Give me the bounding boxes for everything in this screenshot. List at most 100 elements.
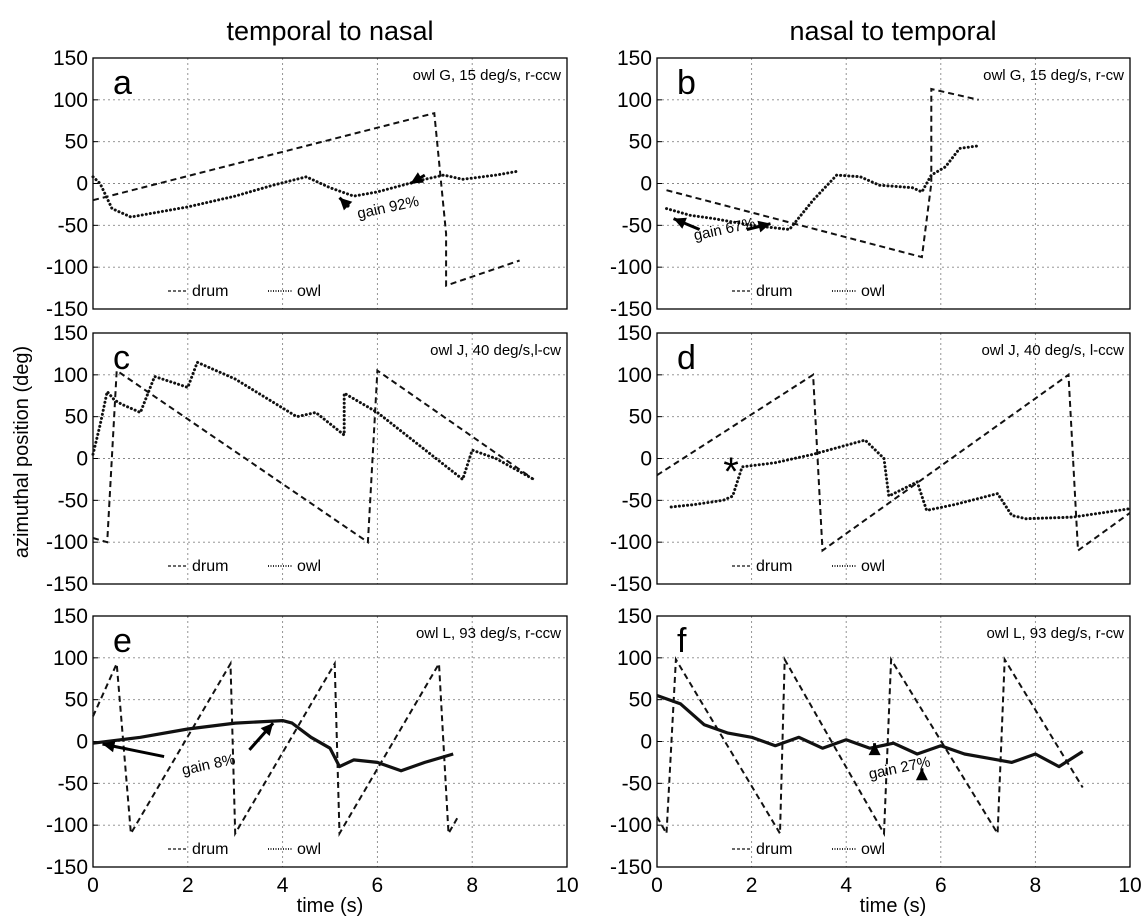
y-tick-label: 150 — [617, 605, 652, 628]
y-tick-label: 50 — [65, 131, 88, 154]
series-drum-line — [92, 111, 520, 287]
panel-letter: b — [677, 64, 696, 102]
legend-drum-label: drum — [192, 283, 228, 300]
asterisk-marker: * — [723, 450, 739, 494]
column-title-left: temporal to nasal — [226, 16, 433, 46]
y-tick-label: 100 — [53, 364, 88, 387]
y-tick-label: -100 — [46, 256, 88, 279]
series-drum-line — [656, 655, 1084, 838]
y-tick-label: -150 — [610, 856, 652, 879]
y-tick-label: 0 — [640, 731, 652, 754]
y-tick-label: -100 — [610, 531, 652, 554]
x-tick-label: 8 — [1030, 874, 1042, 897]
panel-info: owl L, 93 deg/s, r-cw — [986, 625, 1124, 642]
annotation-arrow-head — [102, 740, 116, 753]
x-tick-label: 0 — [651, 874, 663, 897]
y-tick-label: 100 — [617, 364, 652, 387]
y-tick-label: -50 — [622, 214, 652, 237]
x-tick-label: 0 — [87, 874, 99, 897]
y-tick-label: 0 — [76, 448, 88, 471]
annotation-arrow-head — [410, 172, 424, 184]
legend-owl-label: owl — [297, 283, 321, 300]
panel-a: 150 100 50 0 -50 -100 -150 a owl G, 15 deg/s, r-… — [46, 47, 568, 321]
y-tick-label: 0 — [640, 448, 652, 471]
x-tick-label: 2 — [746, 874, 758, 897]
y-tick-label: -150 — [46, 298, 88, 321]
series-owl-line — [665, 144, 981, 232]
panel-info: owl J, 40 deg/s,l-cw — [430, 342, 561, 359]
x-tick-label: 4 — [277, 874, 289, 897]
legend-drum-label: drum — [756, 283, 792, 300]
y-tick-label: 100 — [617, 89, 652, 112]
y-tick-label: 100 — [53, 647, 88, 670]
y-tick-label: 50 — [629, 689, 652, 712]
legend-drum-label: drum — [756, 841, 792, 858]
y-tick-label: -150 — [610, 298, 652, 321]
y-tick-label: 50 — [629, 406, 652, 429]
y-tick-label: -50 — [58, 214, 88, 237]
y-tick-label: 0 — [640, 173, 652, 196]
series-owl-line — [92, 718, 454, 773]
panel-letter: f — [677, 622, 687, 660]
y-tick-label: 0 — [76, 173, 88, 196]
panel-c: 150 100 50 0 -50 -100 -150 c owl J, 40 deg/s,l-c… — [46, 322, 568, 596]
panel-letter: d — [677, 339, 696, 377]
legend-owl-label: owl — [297, 841, 321, 858]
annotation-arrow-head — [757, 220, 771, 233]
y-tick-label: -100 — [610, 256, 652, 279]
legend-owl-label: owl — [861, 841, 885, 858]
legend-drum-label: drum — [756, 558, 792, 575]
series-owl-line — [91, 169, 522, 219]
panel-info: owl G, 15 deg/s, r-ccw — [413, 67, 562, 84]
annotation-arrow-head — [915, 768, 928, 781]
y-tick-label: 50 — [629, 131, 652, 154]
panel-info: owl L, 93 deg/s, r-ccw — [416, 625, 561, 642]
y-tick-label: -50 — [58, 489, 88, 512]
series-owl-line — [91, 360, 536, 482]
column-title-right: nasal to temporal — [789, 16, 996, 46]
gain-annotation: gain 92% — [356, 193, 421, 223]
y-tick-label: 150 — [53, 322, 88, 345]
panel-d: 150 100 50 0 -50 -100 -150 d owl J, 40 deg/s, l-… — [610, 322, 1132, 596]
y-tick-label: -50 — [58, 772, 88, 795]
y-tick-label: -100 — [610, 814, 652, 837]
y-tick-label: -100 — [46, 814, 88, 837]
y-tick-label: -50 — [622, 489, 652, 512]
panel-info: owl J, 40 deg/s, l-ccw — [981, 342, 1124, 359]
legend-drum-label: drum — [192, 841, 228, 858]
x-tick-label: 10 — [1118, 874, 1141, 897]
panel-letter: e — [113, 622, 132, 660]
x-tick-label: 10 — [555, 874, 578, 897]
y-tick-label: 150 — [617, 47, 652, 70]
y-tick-label: -150 — [46, 573, 88, 596]
y-tick-label: 150 — [617, 322, 652, 345]
legend-owl-label: owl — [297, 558, 321, 575]
panel-info: owl G, 15 deg/s, r-cw — [983, 67, 1124, 84]
y-tick-label: 50 — [65, 689, 88, 712]
x-axis-label-left: time (s) — [297, 895, 364, 917]
y-tick-label: 100 — [617, 647, 652, 670]
y-axis-label: azimuthal position (deg) — [11, 346, 33, 558]
annotation-arrow-head — [868, 743, 881, 756]
y-tick-label: 100 — [53, 89, 88, 112]
annotation-arrow-head — [339, 197, 353, 211]
y-tick-label: 50 — [65, 406, 88, 429]
y-tick-label: 150 — [53, 47, 88, 70]
panel-letter: a — [113, 64, 132, 102]
x-tick-label: 8 — [466, 874, 478, 897]
x-tick-label: 4 — [840, 874, 852, 897]
legend-owl-label: owl — [861, 283, 885, 300]
annotation-arrow-head — [260, 723, 274, 737]
y-tick-label: -150 — [610, 573, 652, 596]
annotation-arrow-head — [673, 217, 687, 229]
panel-letter: c — [113, 339, 130, 377]
y-tick-label: -100 — [46, 531, 88, 554]
legend-owl-label: owl — [861, 558, 885, 575]
series-owl-line — [656, 693, 1084, 769]
x-tick-label: 6 — [372, 874, 384, 897]
gain-annotation: gain 8% — [180, 751, 237, 779]
y-tick-label: -50 — [622, 772, 652, 795]
